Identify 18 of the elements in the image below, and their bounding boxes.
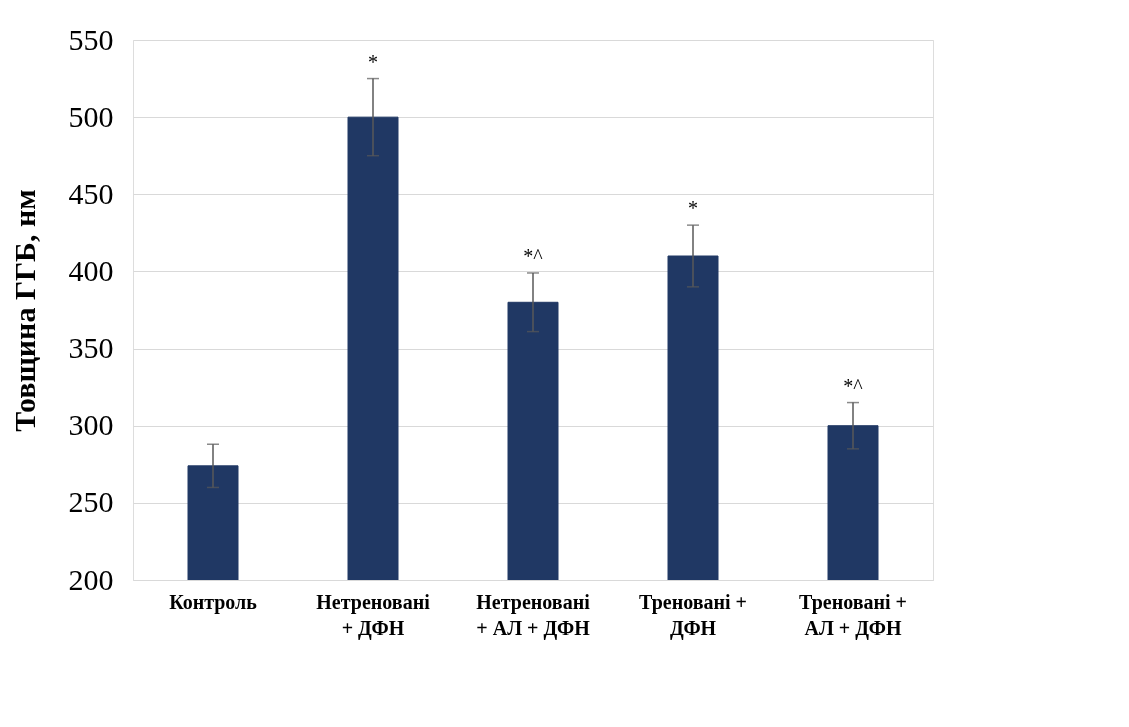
annotation: * bbox=[368, 50, 378, 73]
x-tick-label: Контроль bbox=[169, 590, 258, 614]
y-tick-label: 350 bbox=[68, 331, 114, 365]
x-tick-label: Треновані + ДФН bbox=[639, 590, 747, 640]
x-tick-label: Треновані + АЛ + ДФН bbox=[799, 590, 907, 640]
annotation: *^ bbox=[523, 244, 544, 267]
y-tick-label: 450 bbox=[68, 176, 114, 210]
y-tick-label: 300 bbox=[68, 408, 114, 442]
y-tick-label: 400 bbox=[68, 253, 114, 287]
y-tick-label: 500 bbox=[68, 99, 114, 133]
x-tick-label: Нетреновані + АЛ + ДФН bbox=[476, 590, 591, 640]
y-tick-label: 550 bbox=[68, 22, 114, 56]
y-axis-title: Товщина ГГБ, нм bbox=[7, 189, 41, 432]
annotation: * bbox=[688, 197, 698, 220]
y-tick-label: 200 bbox=[68, 562, 114, 596]
y-tick-label: 250 bbox=[68, 485, 114, 519]
x-tick-label: Нетреновані + ДФН bbox=[316, 590, 431, 640]
annotation: *^ bbox=[843, 374, 864, 397]
